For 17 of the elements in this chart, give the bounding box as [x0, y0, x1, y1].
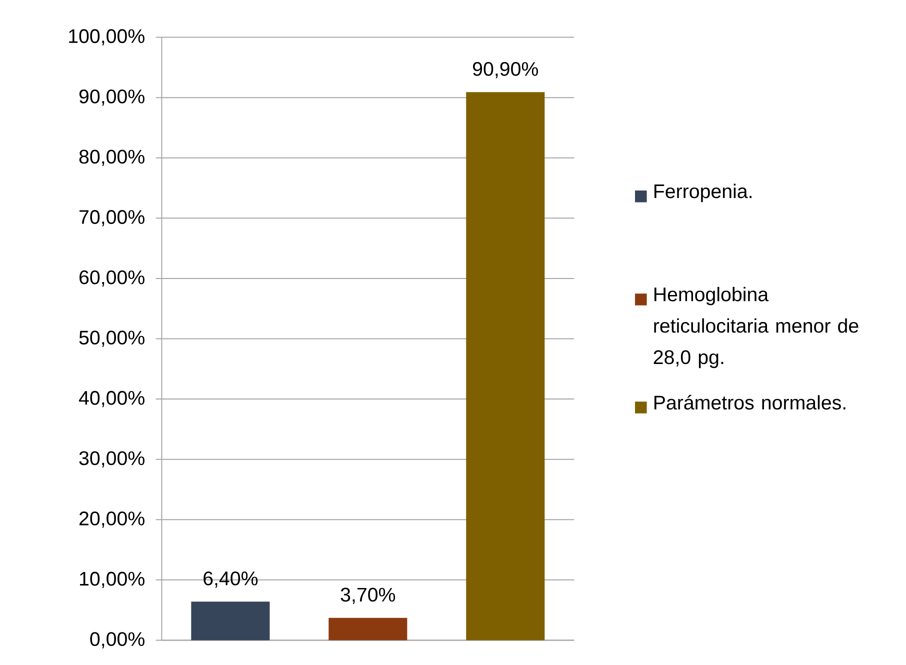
y-tick-label: 30,00% [79, 451, 144, 468]
y-tick-label: 70,00% [80, 210, 144, 226]
y-tick-label: 90,00% [79, 90, 144, 106]
data-label: 6,40% [204, 572, 258, 588]
legend-label: Ferropenia. [654, 184, 752, 202]
y-tick-label: 50,00% [79, 330, 144, 347]
y-tick-label: 10,00% [80, 572, 144, 588]
legend-label: Parámetros normales. [654, 395, 846, 410]
y-tick-label: 80,00% [79, 150, 144, 166]
legend-label: Hemoglobina reticulocitaria menor de 28,0 pg. [654, 287, 858, 368]
y-tick-label: 100,00% [69, 29, 144, 46]
data-label: 3,70% [340, 588, 396, 604]
y-tick-label: 0,00% [90, 632, 144, 648]
y-tick-label: 20,00% [80, 512, 144, 528]
y-tick-label: 60,00% [80, 270, 144, 287]
y-tick-label: 40,00% [78, 391, 144, 408]
data-label: 90,90% [472, 62, 538, 78]
